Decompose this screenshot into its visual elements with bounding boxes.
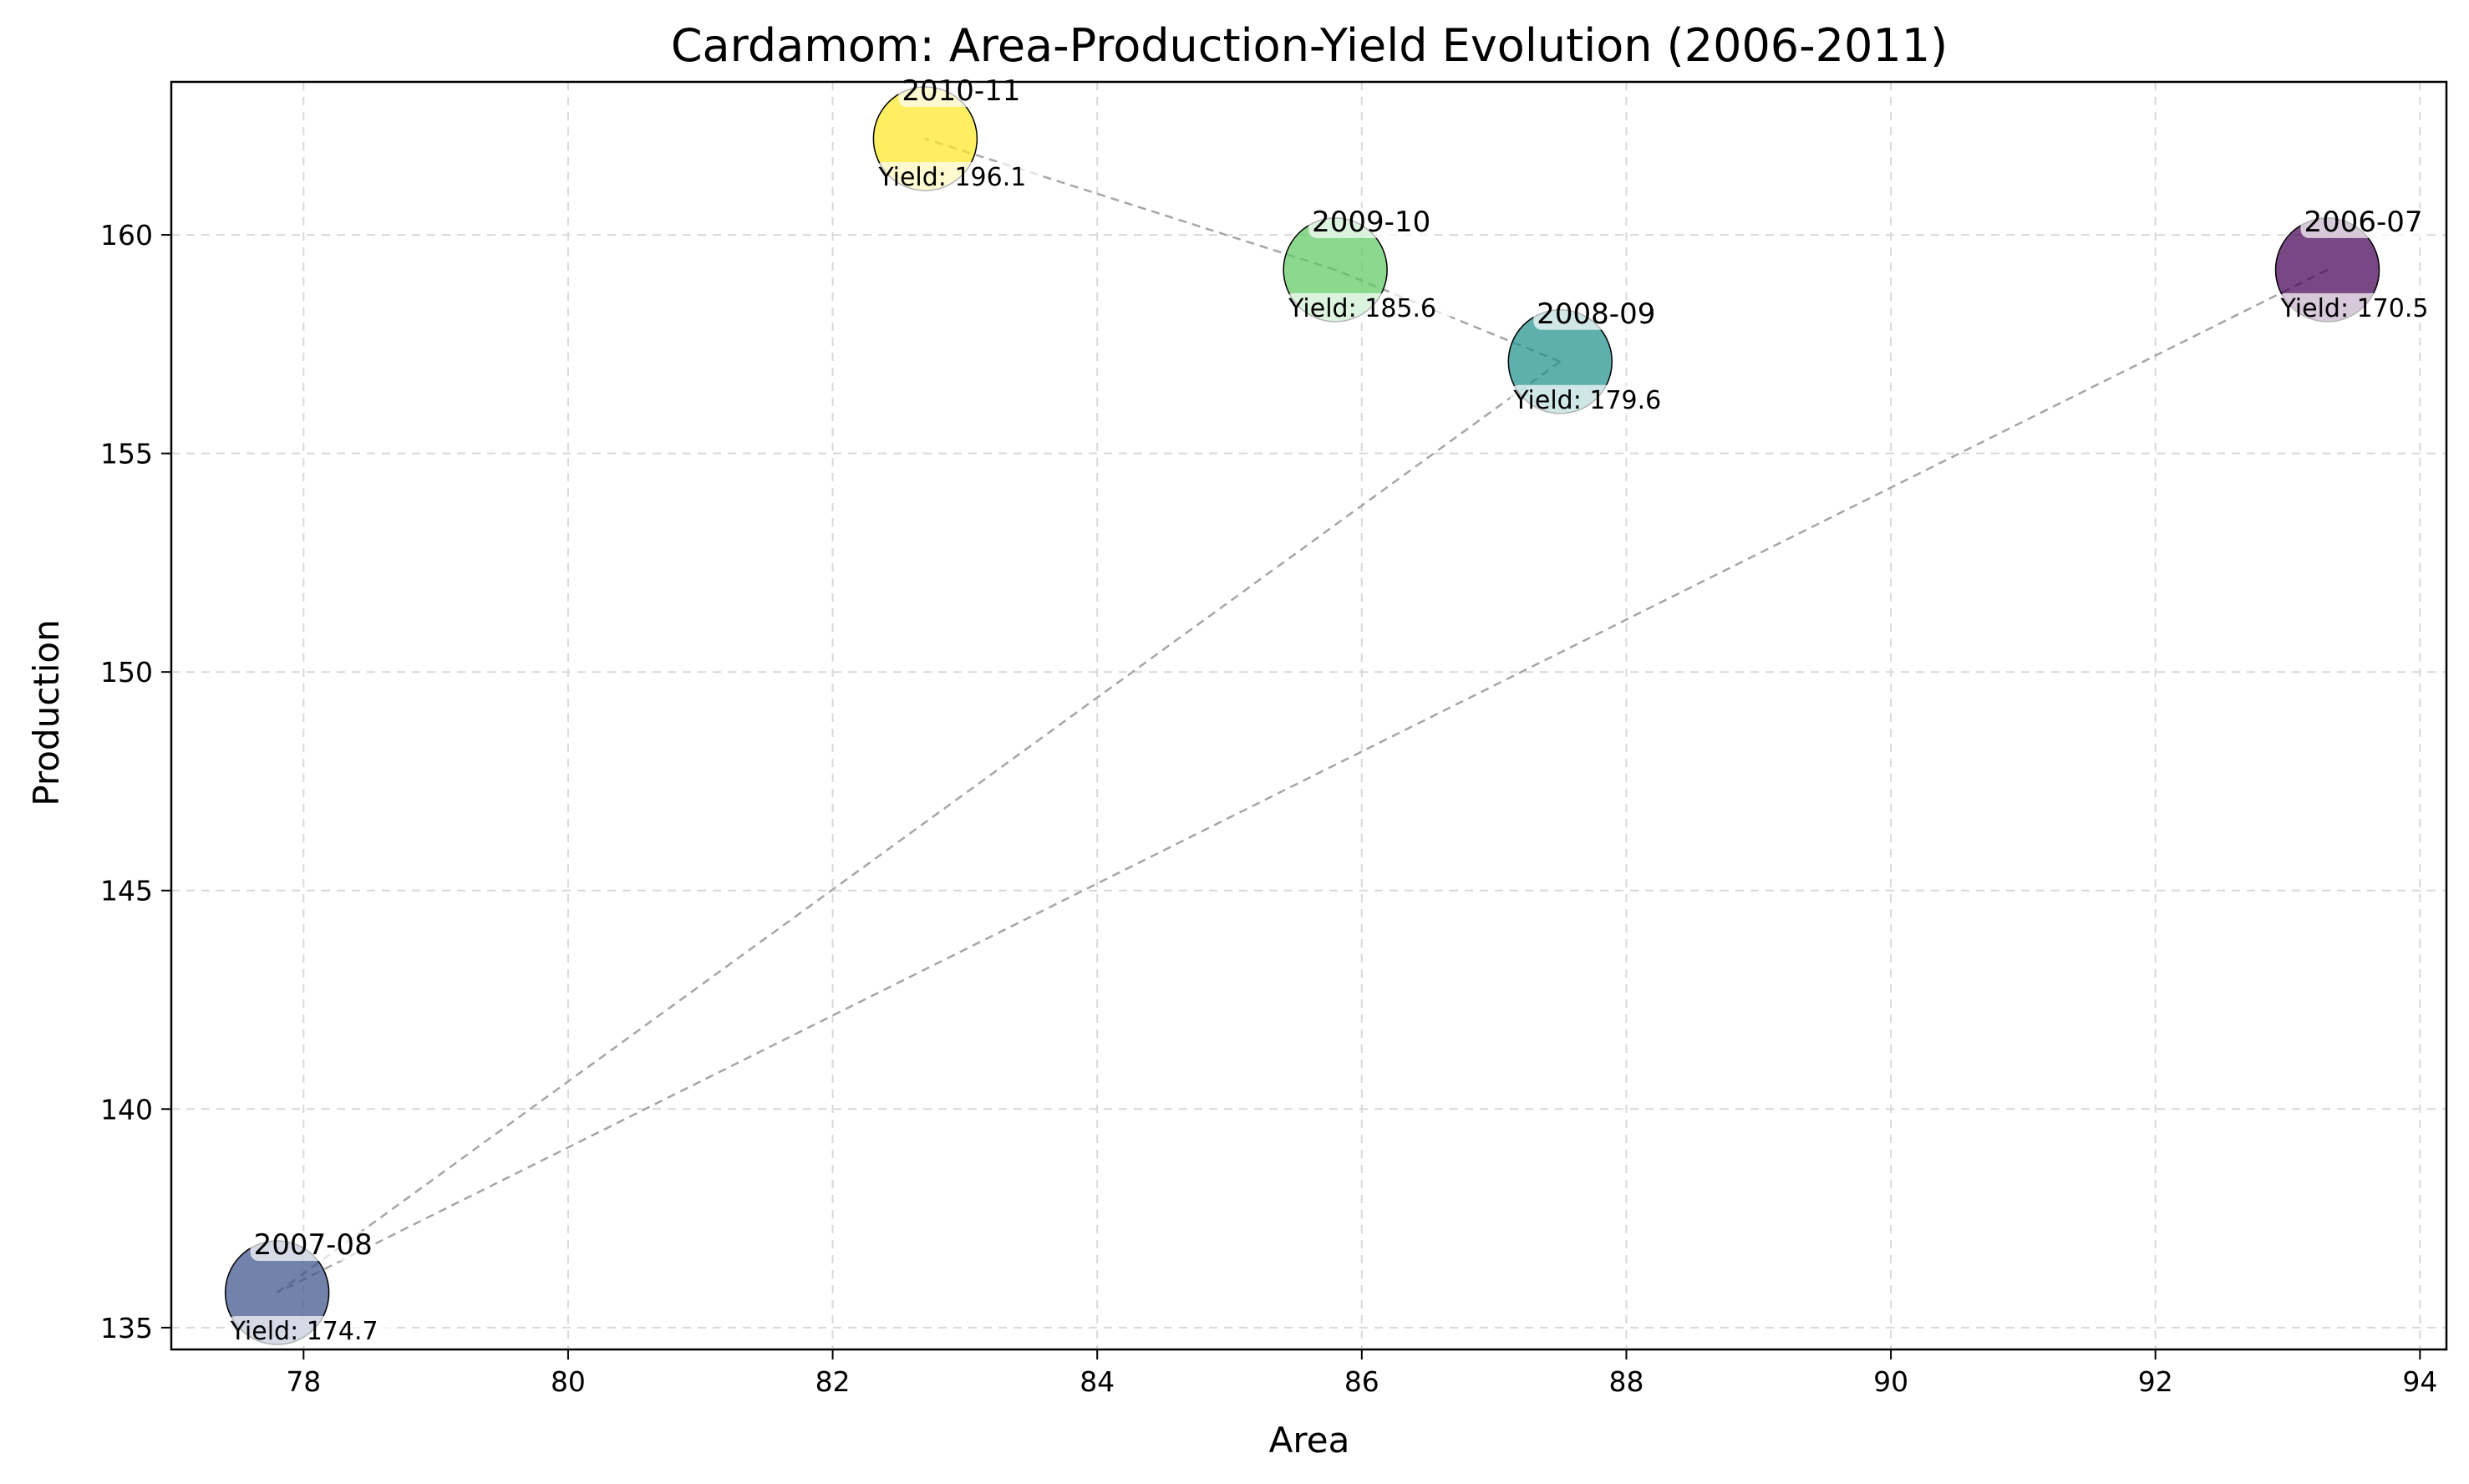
yield-label-background (1510, 384, 1676, 415)
grid (171, 82, 2446, 1349)
y-tick-label: 145 (100, 875, 153, 907)
point-label: 2010-11 (902, 74, 1020, 108)
point-label: 2007-08 (254, 1228, 373, 1262)
point-label-background (1533, 299, 1659, 330)
point-label: 2006-07 (2304, 206, 2423, 239)
point-label: 2008-09 (1537, 297, 1655, 331)
point-label-background (1308, 207, 1435, 238)
yield-label-background (1285, 292, 1451, 323)
yield-label: Yield: 174.7 (230, 1317, 378, 1346)
connector-line (276, 360, 1562, 1294)
point-label-background (2300, 207, 2426, 238)
yield-label: Yield: 170.5 (2280, 294, 2429, 323)
yield-label: Yield: 179.6 (1512, 386, 1661, 415)
x-tick-label: 86 (1344, 1365, 1379, 1398)
data-points (224, 86, 2380, 1345)
point-label: 2009-10 (1312, 206, 1430, 239)
yield-label-background (2277, 292, 2443, 323)
x-tick-label: 94 (2402, 1365, 2437, 1398)
connector-line (277, 268, 2329, 1294)
x-tick-label: 90 (1873, 1365, 1908, 1398)
x-tick-label: 78 (286, 1365, 321, 1398)
yield-label-background (875, 162, 1041, 193)
y-tick-label: 135 (100, 1312, 153, 1344)
x-tick-label: 82 (815, 1365, 851, 1398)
plot-frame (170, 80, 2448, 1351)
point-labels: 2006-07 Yield: 170.5 2007-08 Yield: 174.7 20… (226, 74, 2443, 1346)
x-axis-label: Area (1269, 1420, 1350, 1461)
x-tick-label: 92 (2138, 1365, 2173, 1398)
axis-ticks: 78 80 82 84 86 88 90 92 94 135 140 145 150 155 160 (100, 219, 2437, 1398)
y-axis-label: Production (26, 619, 67, 806)
yield-label: Yield: 196.1 (877, 163, 1026, 192)
y-tick-label: 155 (100, 438, 153, 470)
y-tick-label: 160 (100, 219, 153, 252)
connector-line (925, 137, 1336, 272)
yield-label-background (226, 1315, 393, 1346)
point-label-background (250, 1230, 376, 1261)
yield-label: Yield: 185.6 (1288, 294, 1436, 323)
y-tick-label: 140 (100, 1093, 153, 1126)
x-tick-label: 80 (551, 1365, 586, 1398)
x-tick-label: 84 (1080, 1365, 1115, 1398)
chart-title: Cardamom: Area-Production-Yield Evolutio… (671, 19, 1948, 72)
y-tick-label: 150 (100, 656, 153, 689)
x-tick-label: 88 (1608, 1365, 1643, 1398)
point-label-background (898, 77, 1024, 108)
